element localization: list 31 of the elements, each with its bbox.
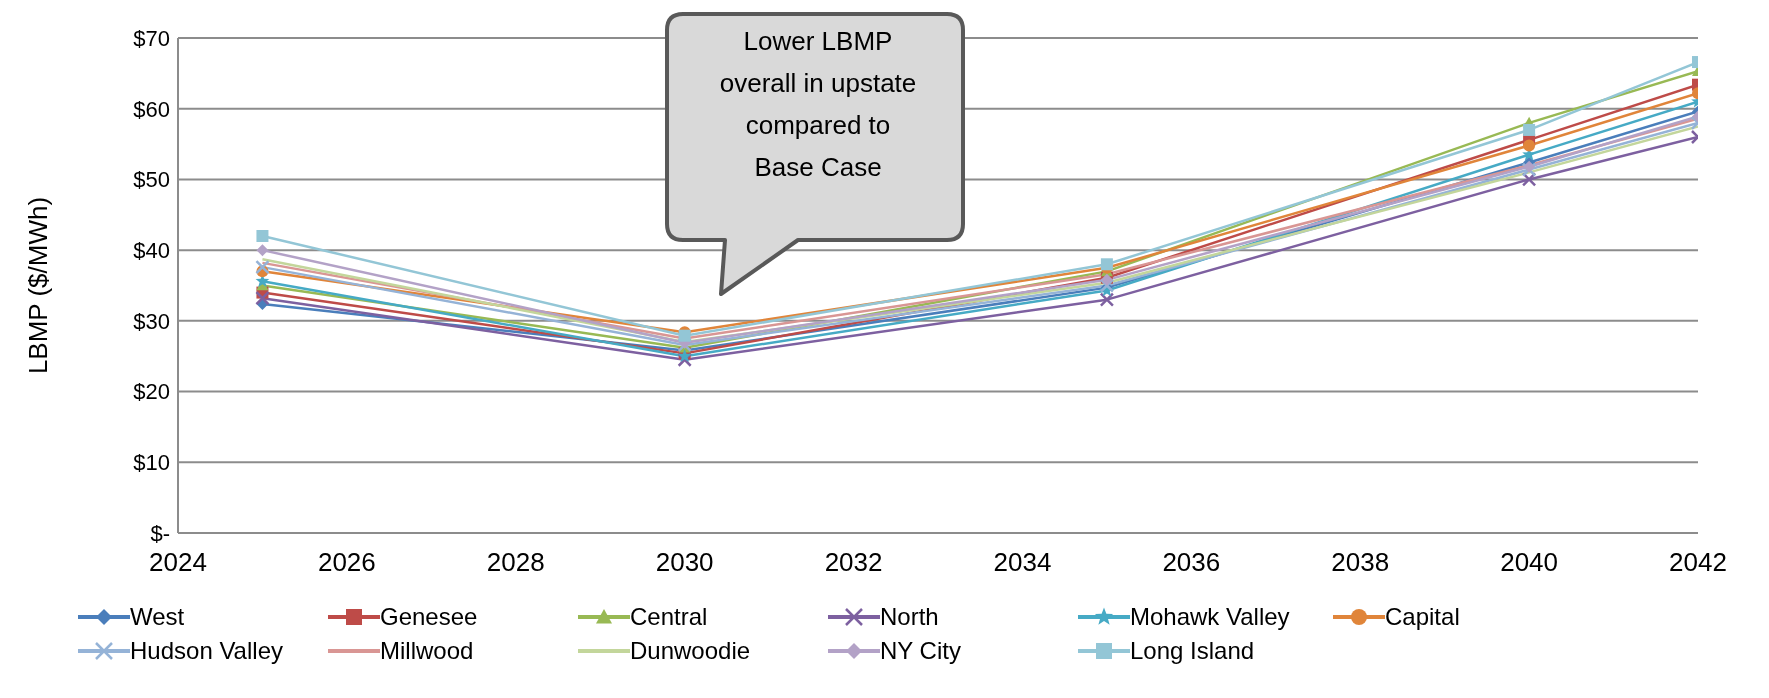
y-tick-label: $40: [133, 237, 170, 263]
y-tick-label: $20: [133, 379, 170, 405]
legend-label: Dunwoodie: [630, 637, 751, 665]
legend-label: West: [130, 603, 185, 631]
legend-label: Millwood: [380, 637, 474, 665]
y-axis-title: LBMP ($/MWh): [23, 196, 54, 375]
x-tick-label: 2038: [1331, 547, 1390, 578]
x-tick-label: 2030: [655, 547, 714, 578]
x-tick-label: 2032: [824, 547, 883, 578]
y-tick-label: $30: [133, 308, 170, 334]
x-tick-label: 2040: [1500, 547, 1559, 578]
legend-label: Central: [630, 603, 708, 631]
legend-label: Long Island: [1130, 637, 1255, 665]
legend-label: North: [880, 603, 939, 631]
annotation: Lower LBMP overall in upstate compared to Base Case: [718, 25, 918, 184]
x-tick-label: 2036: [1162, 547, 1221, 578]
legend-label: Capital: [1385, 603, 1460, 631]
x-tick-label: 2042: [1669, 547, 1727, 578]
legend-label: Mohawk Valley: [1130, 603, 1290, 631]
y-tick-label: $70: [133, 25, 170, 51]
y-tick-label: $-: [150, 520, 170, 546]
y-tick-label: $60: [133, 96, 170, 122]
legend-label: Genesee: [380, 603, 478, 631]
x-tick-label: 2024: [149, 547, 207, 578]
x-tick-label: 2026: [317, 547, 376, 578]
x-tick-label: 2028: [486, 547, 545, 578]
y-tick-label: $50: [133, 167, 170, 193]
legend-label: Hudson Valley: [130, 637, 283, 665]
legend-label: NY City: [880, 637, 961, 665]
x-tick-label: 2034: [993, 547, 1052, 578]
y-tick-label: $10: [133, 450, 170, 476]
